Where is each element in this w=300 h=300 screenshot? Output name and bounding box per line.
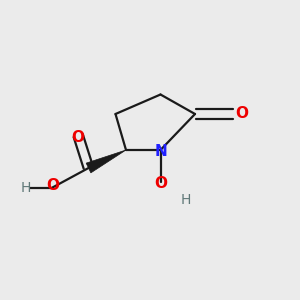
Text: H: H xyxy=(20,181,31,194)
Polygon shape xyxy=(86,150,126,173)
Text: O: O xyxy=(154,176,167,191)
Text: H: H xyxy=(180,193,190,206)
Text: O: O xyxy=(46,178,59,194)
Text: N: N xyxy=(154,144,167,159)
Text: O: O xyxy=(235,106,248,122)
Text: O: O xyxy=(71,130,85,145)
